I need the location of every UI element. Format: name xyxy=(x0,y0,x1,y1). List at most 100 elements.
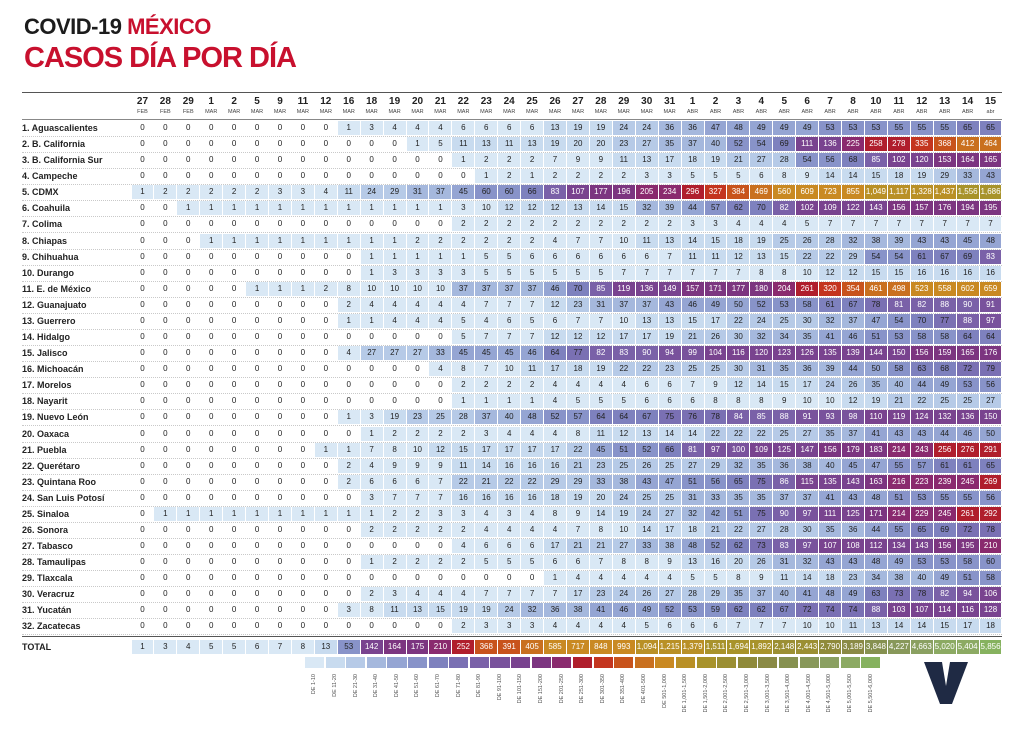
row-separator xyxy=(22,280,1002,282)
cell: 4 xyxy=(544,378,566,393)
cell: 34 xyxy=(773,330,796,345)
cell: 0 xyxy=(186,251,191,261)
cell: 0 xyxy=(300,299,306,309)
cell: 33 xyxy=(635,539,658,554)
cell: 0 xyxy=(346,541,351,551)
cell: 4 xyxy=(544,523,566,537)
title-text: COVID-19 xyxy=(24,14,122,39)
cell: 27 xyxy=(750,153,773,168)
cell: 269 xyxy=(979,474,1002,489)
cell: 110 xyxy=(864,410,887,425)
cell: 91 xyxy=(979,297,1002,312)
cell: 26 xyxy=(750,555,773,570)
row-separator xyxy=(22,232,1002,234)
cell: 35 xyxy=(864,378,887,393)
cell: 0 xyxy=(231,541,237,551)
cell: 0 xyxy=(254,348,260,358)
cell: 54 xyxy=(887,249,910,264)
cell: 22 xyxy=(727,426,750,441)
cell: 0 xyxy=(254,123,260,132)
cell: 8 xyxy=(589,523,612,537)
cell: 13 xyxy=(635,153,658,168)
legend-label: DE 401-500 xyxy=(641,674,648,704)
cell: 135 xyxy=(819,474,842,489)
cell: 5 xyxy=(223,640,246,654)
cell: 8 xyxy=(383,442,406,457)
cell: 22 xyxy=(727,313,750,328)
cell: 27 xyxy=(658,587,681,602)
cell: 2 xyxy=(544,217,566,232)
cell: 33 xyxy=(704,490,727,505)
cell: 0 xyxy=(300,171,306,181)
cell: 2 xyxy=(521,153,544,168)
cell: 65 xyxy=(979,121,1002,135)
cell: 0 xyxy=(415,171,420,181)
cell: 72 xyxy=(956,362,979,377)
cell: 5 xyxy=(521,313,544,328)
cell: 18 xyxy=(819,571,842,586)
cell: 38 xyxy=(612,474,635,489)
cell: 28 xyxy=(773,523,796,537)
cell: 51 xyxy=(956,571,979,586)
cell: 79 xyxy=(979,362,1002,377)
cell: 0 xyxy=(186,364,191,374)
cell: 52 xyxy=(658,603,681,618)
cell: 37 xyxy=(635,297,658,312)
cell: 136 xyxy=(635,281,658,296)
cell: 5 xyxy=(544,265,566,280)
column-month: ABR xyxy=(755,109,767,115)
cell: 124 xyxy=(910,410,933,425)
cell: 216 xyxy=(887,474,910,489)
cell: 0 xyxy=(163,332,168,342)
cell: 36 xyxy=(681,121,704,135)
row-label: 30. Veracruz xyxy=(22,589,75,600)
cell: 7 xyxy=(521,587,544,602)
cell: 10 xyxy=(612,233,635,248)
cell: 1 xyxy=(360,233,383,248)
cell: 848 xyxy=(589,640,612,654)
cell: 4 xyxy=(429,362,452,377)
column-day: 25 xyxy=(526,96,538,107)
cell: 177 xyxy=(727,281,750,296)
cell: 67 xyxy=(635,410,658,425)
cell: 4 xyxy=(406,121,429,135)
cell: 49 xyxy=(933,571,956,586)
cell: 15 xyxy=(864,169,887,184)
cell: 0 xyxy=(392,139,397,149)
cell: 43 xyxy=(910,426,933,441)
cell: 10 xyxy=(498,362,521,377)
cell: 2 xyxy=(200,185,223,200)
cell: 17 xyxy=(544,539,566,554)
column-day: 16 xyxy=(343,96,355,107)
cell: 14 xyxy=(589,201,612,216)
cell: 0 xyxy=(140,139,145,149)
cell: 4 xyxy=(567,619,589,634)
cell: 0 xyxy=(231,364,237,374)
cell: 6 xyxy=(475,539,498,554)
cell: 3 xyxy=(154,640,177,654)
cell: 43 xyxy=(635,474,658,489)
cell: 65 xyxy=(979,458,1002,473)
cell: 31 xyxy=(406,185,429,200)
cell: 0 xyxy=(208,348,214,358)
cell: 11 xyxy=(337,185,360,200)
cell: 0 xyxy=(369,219,374,229)
cell: 609 xyxy=(796,185,819,200)
cell: 32 xyxy=(796,555,819,570)
cell: 717 xyxy=(567,640,589,654)
cell: 2 xyxy=(223,185,246,200)
cell: 116 xyxy=(956,603,979,618)
cell: 2 xyxy=(406,506,429,521)
cell: 45 xyxy=(842,458,864,473)
cell: 0 xyxy=(254,299,260,309)
cell: 0 xyxy=(254,444,260,454)
cell: 45 xyxy=(475,346,498,361)
cell: 22 xyxy=(704,426,727,441)
cell: 6 xyxy=(612,249,635,264)
cell: 6 xyxy=(750,169,773,184)
cell: 0 xyxy=(277,621,283,631)
cell: 0 xyxy=(208,396,214,406)
cell: 176 xyxy=(933,201,956,216)
cell: 1 xyxy=(360,249,383,264)
cell: 13 xyxy=(635,313,658,328)
